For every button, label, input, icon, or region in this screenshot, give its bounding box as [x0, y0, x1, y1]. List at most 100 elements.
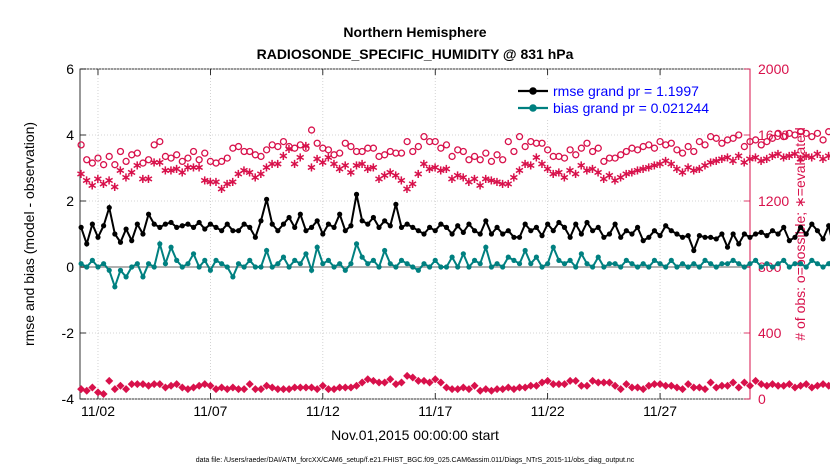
point-possible [403, 137, 411, 146]
point-evaluated: ∗ [76, 167, 87, 182]
point-rmse [179, 223, 185, 229]
point-possible [279, 137, 288, 146]
point-rmse [792, 234, 798, 240]
point-rmse [398, 224, 405, 230]
y-axis-right-label: # of obs: o=possible; ∗=evaluated [792, 127, 808, 340]
point-rmse [629, 231, 635, 237]
point-rmse [640, 238, 646, 244]
point-rejected [577, 381, 586, 390]
point-bias [427, 264, 433, 270]
point-rejected [324, 385, 333, 394]
point-rejected [122, 385, 131, 394]
point-evaluated: ∗ [683, 160, 694, 175]
point-bias [398, 257, 405, 263]
point-evaluated: ∗ [368, 160, 379, 175]
point-possible [538, 139, 546, 147]
point-bias [764, 261, 770, 267]
point-rejected [110, 385, 119, 394]
point-possible [673, 146, 681, 154]
point-bias [202, 257, 208, 263]
point-evaluated: ∗ [137, 172, 148, 187]
point-possible [791, 131, 799, 139]
point-evaluated: ∗ [390, 169, 401, 184]
point-evaluated: ∗ [154, 155, 165, 170]
point-rejected [88, 383, 97, 392]
point-evaluated: ∗ [188, 160, 199, 175]
point-evaluated: ∗ [486, 174, 497, 189]
point-evaluated: ∗ [306, 160, 317, 175]
point-possible [594, 144, 602, 152]
point-rejected [375, 378, 384, 387]
point-possible [476, 156, 484, 164]
point-bias [84, 264, 90, 270]
point-bias [561, 261, 568, 267]
point-evaluated: ∗ [295, 150, 306, 165]
point-bias [595, 254, 601, 260]
point-rejected [408, 373, 417, 382]
point-possible [201, 149, 209, 157]
point-evaluated: ∗ [548, 167, 559, 182]
point-rejected [464, 385, 473, 394]
point-rmse [623, 228, 629, 234]
point-evaluated: ∗ [458, 170, 469, 185]
point-bias [359, 254, 365, 260]
point-evaluated: ∗ [790, 147, 801, 162]
point-rejected [549, 380, 558, 389]
point-rejected [611, 381, 620, 390]
point-rejected [515, 383, 524, 392]
point-bias [89, 257, 95, 263]
point-rejected [296, 383, 305, 392]
point-bias [292, 257, 298, 263]
point-rmse [477, 231, 483, 237]
point-bias [634, 264, 641, 270]
point-evaluated: ∗ [362, 162, 373, 177]
point-rmse [663, 223, 669, 229]
point-rmse [235, 228, 242, 234]
point-rmse [443, 224, 450, 230]
point-evaluated: ∗ [671, 162, 682, 177]
point-rejected [622, 380, 631, 389]
point-rmse [758, 229, 764, 235]
point-rmse [646, 234, 652, 240]
point-evaluated: ∗ [784, 149, 795, 164]
point-evaluated: ∗ [435, 164, 446, 179]
point-rmse [713, 236, 719, 242]
point-bias [640, 261, 646, 267]
point-possible [600, 157, 608, 166]
point-rejected [99, 390, 108, 399]
y-right-tick-label: 2000 [758, 61, 789, 77]
point-bias [696, 264, 703, 270]
point-rmse [421, 231, 427, 237]
point-rmse [691, 247, 697, 254]
point-rmse [803, 231, 809, 237]
point-bias [657, 261, 663, 267]
point-evaluated: ∗ [374, 172, 385, 187]
point-evaluated: ∗ [289, 157, 300, 172]
point-rejected [133, 380, 142, 389]
point-evaluated: ∗ [711, 154, 722, 169]
point-rmse [505, 228, 511, 234]
point-possible [768, 134, 777, 142]
point-possible [560, 154, 569, 162]
point-evaluated: ∗ [593, 165, 604, 180]
point-rejected [785, 380, 794, 389]
point-rmse [674, 231, 680, 237]
ticks-layer: 11/02 11/07 11/12 11/17 11/22 11/27 -4 -2 0 2 4 6 0 4… [62, 61, 790, 419]
point-evaluated: ∗ [121, 170, 132, 185]
point-evaluated: ∗ [87, 179, 98, 194]
point-bias [629, 261, 635, 267]
point-bias [567, 257, 573, 263]
point-bias [533, 254, 540, 260]
point-bias [792, 261, 798, 267]
point-rmse [781, 224, 787, 230]
point-bias [162, 261, 169, 267]
point-rmse [337, 211, 343, 217]
point-rejected [566, 376, 575, 385]
point-rmse [106, 205, 112, 211]
point-possible [257, 152, 265, 161]
point-evaluated: ∗ [149, 155, 160, 170]
point-rmse [500, 231, 506, 237]
point-evaluated: ∗ [621, 167, 632, 182]
y-left-tick-label: 0 [66, 259, 74, 275]
point-possible [156, 137, 164, 146]
